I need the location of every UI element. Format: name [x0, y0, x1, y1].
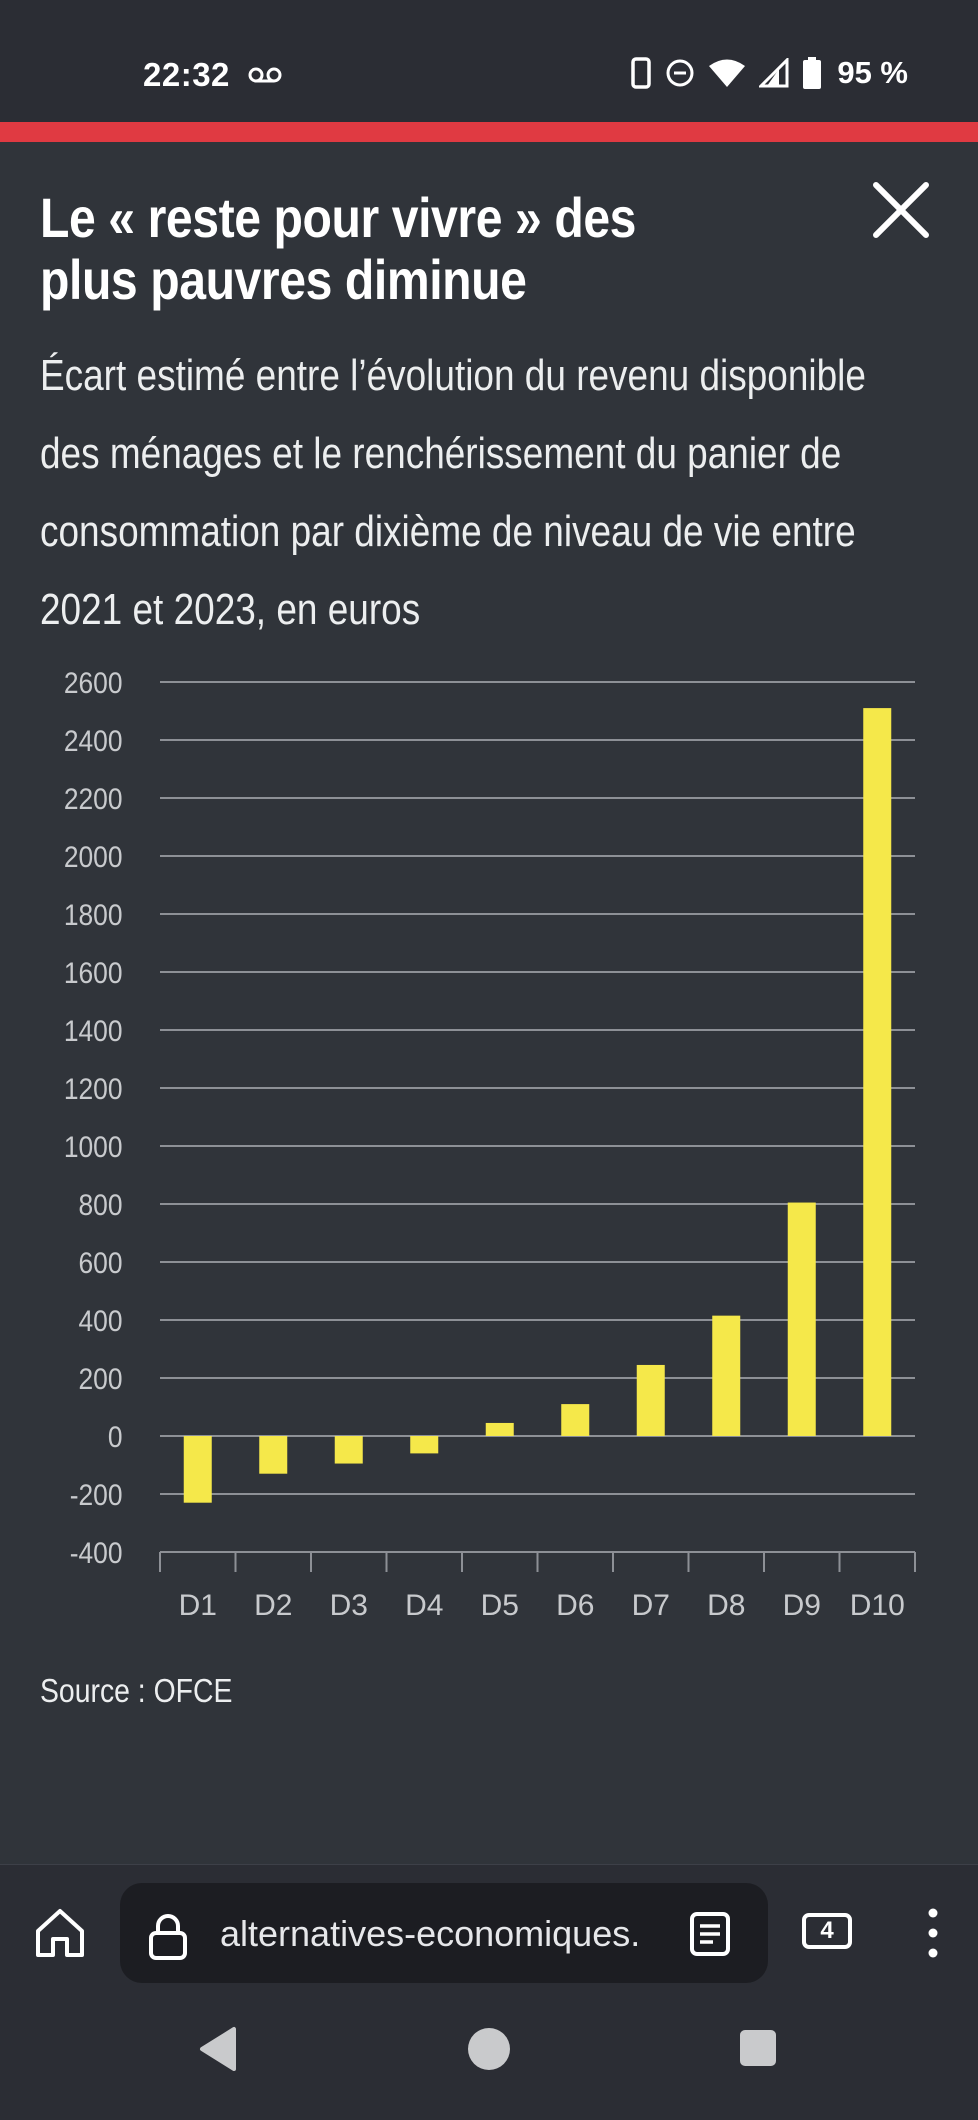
url-text[interactable]: alternatives-economiques.fr	[220, 1913, 640, 1954]
more-options-icon[interactable]	[918, 1905, 948, 1961]
y-tick-label: 1800	[64, 897, 123, 931]
status-bar: 22:32 95 %	[0, 0, 978, 122]
bar-d4	[410, 1436, 439, 1454]
phone-icon	[631, 57, 652, 89]
bar-d9	[787, 1202, 816, 1436]
y-tick-label: 1000	[64, 1129, 123, 1163]
y-tick-label: 800	[79, 1187, 123, 1221]
bar-d10	[863, 708, 892, 1436]
battery-level: 95 %	[837, 55, 908, 90]
x-tick-label: D5	[481, 1589, 519, 1622]
y-tick-label: 1600	[64, 955, 123, 989]
system-nav-bar	[0, 1988, 978, 2120]
y-tick-label: 2600	[64, 665, 123, 699]
y-tick-label: 2200	[64, 781, 123, 815]
bar-d1	[183, 1436, 212, 1503]
status-icons: 95 %	[631, 55, 908, 91]
y-tick-label: 0	[108, 1419, 123, 1453]
browser-toolbar: alternatives-economiques.fr 4	[0, 1864, 978, 1989]
home-nav-icon[interactable]	[468, 2028, 510, 2070]
reader-mode-icon[interactable]	[688, 1911, 732, 1957]
back-icon[interactable]	[198, 2026, 238, 2072]
wifi-icon	[709, 59, 746, 87]
lock-icon	[149, 1914, 187, 1960]
chart-source: Source : OFCE	[40, 1672, 233, 1709]
home-icon[interactable]	[32, 1905, 88, 1961]
y-tick-label: 1200	[64, 1071, 123, 1105]
x-tick-label: D9	[783, 1589, 821, 1622]
y-tick-label: 200	[79, 1361, 123, 1395]
y-tick-label: 600	[79, 1245, 123, 1279]
signal-icon	[759, 58, 789, 88]
x-tick-label: D3	[330, 1589, 368, 1622]
bar-chart: 2600240022002000180016001400120010008006…	[64, 665, 916, 1622]
x-tick-label: D6	[556, 1589, 594, 1622]
y-tick-label: 2000	[64, 839, 123, 873]
accent-strip	[0, 122, 978, 142]
url-bar[interactable]: alternatives-economiques.fr	[120, 1883, 768, 1983]
chart-title: Le « reste pour vivre » des plus pauvres…	[40, 186, 637, 311]
bar-d2	[259, 1436, 288, 1474]
y-tick-label: 400	[79, 1303, 123, 1337]
chart-dialog: Le « reste pour vivre » des plus pauvres…	[0, 142, 978, 1864]
bar-d7	[636, 1364, 665, 1436]
status-time: 22:32	[143, 56, 230, 93]
voicemail-icon	[248, 67, 282, 83]
y-tick-label: -400	[70, 1535, 123, 1569]
tabs-count-button[interactable]: 4	[802, 1913, 852, 1949]
x-tick-label: D8	[707, 1589, 745, 1622]
bar-d5	[485, 1422, 514, 1436]
do-not-disturb-icon	[666, 59, 694, 87]
x-tick-label: D1	[179, 1589, 217, 1622]
x-tick-label: D2	[254, 1589, 292, 1622]
bar-d6	[561, 1404, 590, 1436]
x-tick-label: D7	[632, 1589, 670, 1622]
x-tick-label: D4	[405, 1589, 443, 1622]
bar-d3	[334, 1436, 363, 1464]
y-tick-label: 1400	[64, 1013, 123, 1047]
bar-d8	[712, 1315, 741, 1436]
y-tick-label: -200	[70, 1477, 123, 1511]
y-tick-label: 2400	[64, 723, 123, 757]
recent-apps-icon[interactable]	[740, 2030, 776, 2066]
close-icon[interactable]	[868, 177, 934, 243]
x-tick-label: D10	[850, 1589, 905, 1622]
battery-icon	[803, 57, 822, 89]
chart-subtitle: Écart estimé entre l’évolution du revenu…	[40, 351, 866, 634]
